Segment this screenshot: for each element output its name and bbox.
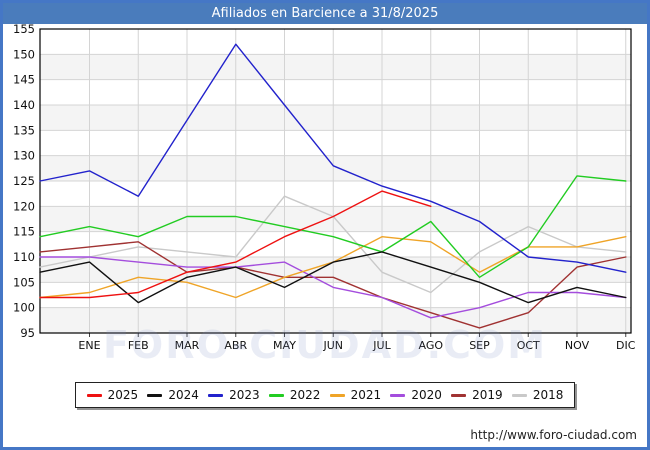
legend-label: 2018 [532, 388, 564, 402]
legend-swatch-2024 [147, 393, 163, 397]
x-tick-label: ABR [224, 339, 247, 352]
legend-item-2023: 2023 [208, 388, 260, 402]
series-line-2019 [39, 241, 627, 329]
legend-swatch-2021 [329, 393, 345, 397]
y-tick-label: 95 [20, 326, 35, 340]
y-tick-label: 150 [13, 47, 35, 61]
legend-item-2018: 2018 [511, 388, 564, 402]
y-tick-label: 100 [13, 301, 35, 315]
legend-item-2025: 2025 [86, 388, 139, 402]
legend-swatch-2025 [86, 393, 102, 397]
legend-swatch-2018 [511, 393, 527, 397]
y-tick-label: 135 [13, 123, 35, 137]
plot-band [40, 105, 631, 131]
x-tick-label: AGO [418, 339, 443, 352]
series-line-2025 [39, 190, 432, 299]
legend-swatch-2022 [268, 393, 284, 397]
y-tick-label: 155 [13, 22, 35, 36]
y-tick-label: 105 [13, 275, 35, 289]
plot-band [40, 155, 631, 181]
x-tick-label: OCT [517, 339, 540, 352]
footer-link[interactable]: http://www.foro-ciudad.com [470, 428, 637, 442]
x-tick-label: JUL [372, 339, 391, 352]
legend-item-2022: 2022 [268, 388, 321, 402]
legend-swatch-2020 [390, 393, 406, 397]
legend-item-2021: 2021 [329, 388, 382, 402]
y-tick-label: 130 [13, 149, 35, 163]
y-tick-label: 115 [13, 225, 35, 239]
legend: 2025 2024 2023 2022 2021 2020 2019 2018 [75, 382, 575, 408]
series-line-2023 [39, 43, 627, 273]
y-tick-label: 145 [13, 73, 35, 87]
legend-label: 2025 [107, 388, 139, 402]
legend-label: 2021 [350, 388, 382, 402]
legend-item-2024: 2024 [147, 388, 199, 402]
x-tick-label: MAY [273, 339, 296, 352]
y-tick-label: 120 [13, 199, 35, 213]
x-tick-label: JUN [322, 339, 343, 352]
x-tick-label: FEB [128, 339, 149, 352]
legend-swatch-2023 [208, 393, 224, 397]
plot-band [40, 54, 631, 80]
legend-label: 2020 [411, 388, 442, 402]
legend-label: 2023 [229, 388, 260, 402]
chart-title: Afiliados en Barcience a 31/8/2025 [3, 3, 647, 24]
legend-swatch-2019 [451, 393, 467, 397]
plot-band [40, 307, 631, 333]
x-tick-label: SEP [469, 339, 490, 352]
legend-label: 2022 [289, 388, 321, 402]
y-tick-label: 140 [13, 98, 35, 112]
legend-label: 2024 [168, 388, 199, 402]
series-line-2020 [39, 256, 627, 319]
y-tick-label: 125 [13, 174, 35, 188]
series-line-2022 [39, 175, 627, 278]
legend-item-2020: 2020 [390, 388, 442, 402]
legend-item-2019: 2019 [451, 388, 503, 402]
chart-svg: 155 150 145 140 135 130 125 120 115 110 105 100 95 EN… [13, 22, 636, 352]
series-line-2024 [39, 251, 627, 304]
x-tick-label: NOV [565, 339, 590, 352]
y-tick-label: 110 [13, 250, 35, 264]
x-tick-label: DIC [616, 339, 636, 352]
legend-label: 2019 [472, 388, 503, 402]
x-tick-label: MAR [175, 339, 200, 352]
x-tick-label: ENE [78, 339, 100, 352]
